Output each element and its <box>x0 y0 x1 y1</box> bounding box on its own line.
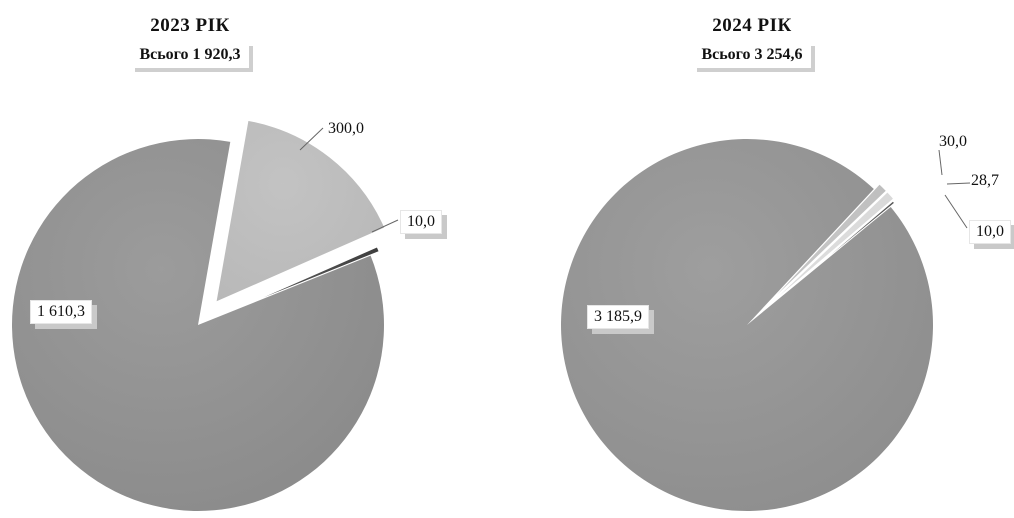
pie-chart-2023 <box>12 118 399 511</box>
slice-label-2: 28,7 <box>971 172 999 189</box>
slice-label-1: 300,0 <box>328 120 364 137</box>
leader-line-1 <box>299 127 324 151</box>
pie-chart-2024 <box>561 139 971 512</box>
pie-slice-1 <box>213 118 387 305</box>
slice-label-1: 30,0 <box>939 133 967 150</box>
chart-2024: 2024 РІК Всього 3 254,6 3 185,9 30,0 28,… <box>507 0 1014 518</box>
slice-label-3: 10,0 <box>969 220 1011 244</box>
pie-slice-0 <box>12 139 385 511</box>
leader-line-2 <box>946 182 971 185</box>
chart-title: 2023 РІК <box>150 15 230 36</box>
chart-title-block: 2023 РІК Всього 1 920,3 <box>80 14 300 68</box>
chart-2023: 2023 РІК Всього 1 920,3 1 610,3 300,0 10… <box>12 14 442 511</box>
slice-label-2: 10,0 <box>400 210 442 234</box>
pie-slice-2 <box>206 244 382 323</box>
slice-label-0: 3 185,9 <box>587 305 649 329</box>
pie-slice-3 <box>750 198 897 322</box>
pie-slice-0 <box>561 139 934 512</box>
leader-line-3 <box>944 194 968 229</box>
chart-title-block: 2024 РІК Всього 3 254,6 <box>632 14 872 68</box>
chart-subtitle: Всього 3 254,6 <box>693 42 811 68</box>
leader-line-1 <box>938 149 943 176</box>
slice-label-0: 1 610,3 <box>30 300 92 324</box>
pie-slice-2 <box>752 189 896 321</box>
leader-line-2 <box>371 219 399 233</box>
chart-subtitle: Всього 1 920,3 <box>131 42 249 68</box>
chart-title: 2024 РІК <box>712 15 792 36</box>
